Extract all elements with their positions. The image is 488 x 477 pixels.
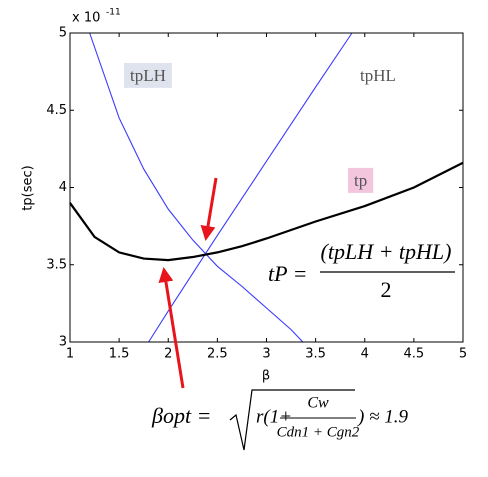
y-tick-label: 3.5: [46, 257, 67, 272]
beta-formula-tail: ) ≈ 1.9: [357, 406, 409, 427]
plot-frame: [69, 32, 464, 343]
series-line: [148, 32, 353, 343]
series-line: [89, 32, 304, 343]
beta-formula-inner: r(1+: [256, 406, 292, 427]
series-label: tpHL: [360, 66, 396, 85]
x-tick-label: 1.5: [109, 347, 130, 362]
beta-formula-denominator: Cdn1 + Cgn2: [277, 424, 360, 440]
multiplier-exponent: -11: [106, 8, 121, 18]
series-label: tpLH: [130, 66, 166, 85]
arrow: [158, 267, 185, 389]
series-label-bg: [348, 167, 374, 193]
tp-formula-numerator: (tpLH + tpHL): [321, 239, 452, 264]
series-label-bg: [124, 62, 172, 88]
x-tick-label: 4.5: [404, 347, 425, 362]
x-tick-label: 5: [459, 347, 467, 362]
x-tick-label: 2.5: [207, 347, 228, 362]
series-label: tp: [354, 171, 367, 190]
series-line: [69, 161, 464, 262]
y-tick-label: 4.5: [46, 103, 67, 118]
x-tick-label: 3: [262, 347, 270, 362]
y-tick-label: 4: [59, 180, 67, 195]
x-tick-label: 3.5: [305, 347, 326, 362]
x-tick-label: 1: [66, 347, 74, 362]
x-tick-label: 4: [361, 347, 369, 362]
y-tick-label: 3: [59, 335, 67, 350]
tp-formula-lhs: tP =: [268, 261, 308, 286]
sqrt-sign: [229, 389, 355, 451]
x-tick-label: 2: [164, 347, 172, 362]
y-tick-label: 5: [59, 26, 67, 41]
beta-formula-lhs: βopt =: [151, 403, 211, 428]
arrow: [200, 177, 218, 241]
beta-formula-numerator: Cw: [307, 395, 329, 412]
multiplier: x 10: [72, 11, 100, 26]
x-axis-label: β: [262, 369, 270, 384]
tp-formula-denominator: 2: [381, 277, 392, 302]
y-axis-label: tp(sec): [21, 165, 36, 210]
